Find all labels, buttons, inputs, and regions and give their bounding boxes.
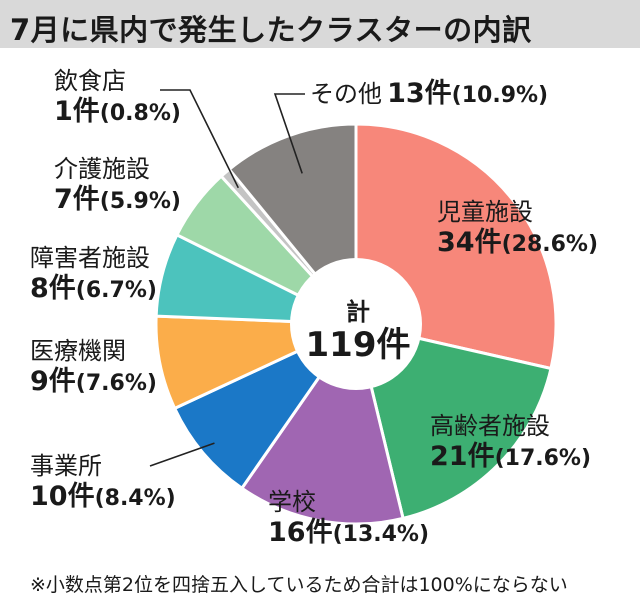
- center-total-value: 119件: [305, 325, 411, 365]
- donut-hole: [290, 258, 422, 390]
- title-bar: 7月に県内で発生したクラスターの内訳: [0, 0, 640, 48]
- slice-name: 障害者施設: [30, 244, 150, 272]
- slice-label-sonota: その他 13件(10.9%): [310, 78, 548, 110]
- slice-pct: (28.6%): [501, 231, 599, 257]
- slice-count: 8件: [30, 272, 76, 304]
- slice-name: 飲食店: [54, 67, 126, 95]
- slice-count: 34件: [437, 226, 502, 258]
- slice-name: 医療機関: [30, 337, 126, 365]
- slice-count: 9件: [30, 365, 76, 397]
- slice-pct: (0.8%): [99, 100, 181, 126]
- leader-line: [149, 442, 215, 467]
- leader-line: [273, 93, 305, 174]
- slice-count: 16件: [268, 516, 333, 548]
- footnote: ※小数点第2位を四捨五入しているため合計は100%にならない: [30, 574, 568, 596]
- slice-pct: (5.9%): [99, 188, 181, 214]
- slice-count: 1件: [54, 95, 100, 127]
- slice-pct: (8.4%): [94, 485, 176, 511]
- slice-name: その他: [310, 80, 382, 108]
- slice-count: 21件: [430, 440, 495, 472]
- slice-label-shogaisha: 障害者施設 8件(6.7%): [30, 244, 157, 305]
- slice-label-gakko: 学校 16件(13.4%): [268, 488, 429, 549]
- leader-line: [160, 89, 240, 189]
- slice-pct: (10.9%): [451, 83, 549, 108]
- chart-title: 7月に県内で発生したクラスターの内訳: [10, 13, 532, 47]
- slice-pct: (17.6%): [494, 445, 592, 471]
- slice-label-kaigo: 介護施設 7件(5.9%): [54, 155, 181, 216]
- slice-name: 介護施設: [54, 155, 150, 183]
- center-label: 計: [346, 298, 370, 326]
- slice-label-inshokuten: 飲食店 1件(0.8%): [54, 67, 181, 128]
- slice-count: 13件: [387, 78, 452, 109]
- slice-name: 事業所: [30, 452, 102, 480]
- pie-slice: [353, 321, 553, 521]
- slice-name: 高齢者施設: [430, 412, 550, 440]
- slice-pct: (13.4%): [332, 521, 430, 547]
- slice-pct: (6.7%): [75, 277, 157, 303]
- slice-name: 児童施設: [437, 198, 533, 226]
- slice-label-jido: 児童施設 34件(28.6%): [437, 198, 598, 259]
- slice-count: 7件: [54, 183, 100, 215]
- slice-name: 学校: [268, 488, 316, 516]
- slice-pct: (7.6%): [75, 370, 157, 396]
- slice-label-jigyosho: 事業所 10件(8.4%): [30, 452, 176, 513]
- slice-label-iryo: 医療機関 9件(7.6%): [30, 337, 157, 398]
- center-total: 計 119件: [296, 292, 420, 364]
- slice-count: 10件: [30, 480, 95, 512]
- slice-label-koreisha: 高齢者施設 21件(17.6%): [430, 412, 591, 473]
